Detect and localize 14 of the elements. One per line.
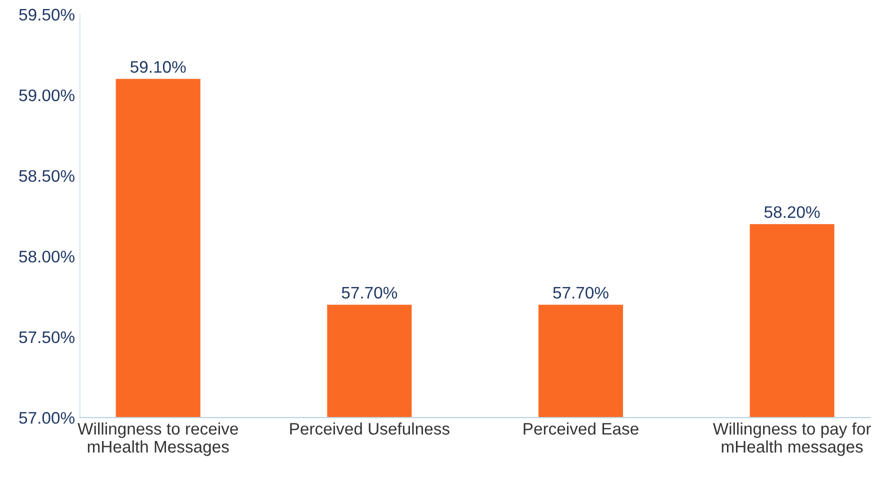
x-tick-label: Willingness to receive mHealth Messages — [78, 422, 238, 456]
x-tick-label: Perceived Ease — [524, 422, 638, 435]
y-tick-label: 58.00% — [19, 250, 74, 263]
data-label: 57.70% — [342, 286, 398, 299]
data-label: 57.70% — [553, 286, 608, 299]
y-tick-label: 59.00% — [19, 89, 74, 102]
x-tick-label: Willingness to pay for mHealth messages — [712, 422, 871, 456]
y-tick-label: 57.50% — [19, 331, 74, 344]
y-tick-label: 59.50% — [19, 8, 74, 21]
data-label: 58.20% — [764, 206, 820, 218]
y-tick-label: 57.00% — [19, 412, 74, 424]
y-tick-label: 58.50% — [19, 170, 74, 182]
x-tick-label: Perceived Usefulness — [290, 422, 450, 435]
data-label: 59.10% — [130, 61, 186, 73]
